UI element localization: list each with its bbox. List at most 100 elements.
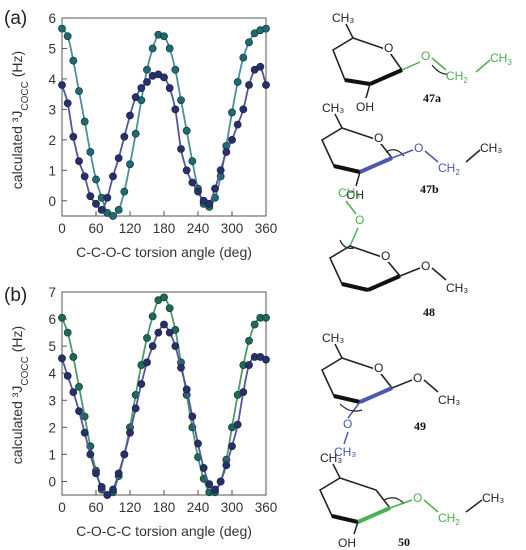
panel-a-series-1-point <box>211 184 219 193</box>
panel-a-xtick-label: 300 <box>221 221 244 236</box>
panel-a-series-1-point <box>262 81 270 89</box>
panel-b-x-axis: 0 60 120 180 240 300 360 <box>58 490 277 515</box>
ch2-label-47b: CH2 <box>438 161 460 177</box>
panel-a-series-1-point <box>75 157 83 166</box>
highlight-bond-50 <box>357 506 391 524</box>
panel-a-series-0-point <box>160 32 168 41</box>
panel-a-series-0-point <box>92 175 100 184</box>
panel-b-xtick-label: 360 <box>255 500 278 515</box>
panel-b-y-axis: 0 1 2 3 4 5 6 7 <box>48 285 67 489</box>
panel-b-xtick-label: 60 <box>88 500 103 515</box>
ether-bond-49 <box>391 379 413 389</box>
panel-b-ytick-label: 3 <box>48 393 56 408</box>
top-o-label-48: O <box>355 213 364 227</box>
panel-a-xtick-label: 360 <box>255 221 278 236</box>
panel-b-series-1-point <box>63 372 72 380</box>
panel-a-series-1-point <box>205 199 214 208</box>
panel-a-ytick-label: 0 <box>48 194 56 209</box>
panel-b-series-1-point <box>92 469 100 478</box>
ch3-label-47b: CH₃ <box>480 141 502 155</box>
ch2-ch3-bond-47b <box>465 149 481 163</box>
molecule-49: CH₃ O O CH₃ O CH₃ 49 <box>320 331 460 459</box>
panel-b-xtick-label: 300 <box>221 500 244 515</box>
panel-b-xtick-label: 120 <box>119 500 142 515</box>
panel-a-series-0-point <box>245 38 253 47</box>
oh-bond-47b <box>355 171 361 187</box>
compound-id-50: 50 <box>398 535 410 549</box>
panel-b-series-1-point <box>148 342 157 351</box>
panel-a-series-1-point <box>194 187 202 196</box>
panel-a-series-0-point <box>86 148 95 156</box>
panel-a-series-0-point <box>188 157 197 166</box>
panel-a-series-1-point <box>92 199 100 208</box>
panel-b-series-1-point <box>211 485 219 494</box>
panel-b-xtick-label: 240 <box>187 500 210 515</box>
panel-a-series-0-point <box>143 65 151 74</box>
panel-b-ytick-label: 2 <box>48 420 56 435</box>
panel-a-xtick-label: 180 <box>153 221 176 236</box>
compound-id-47b: 47b <box>420 182 439 196</box>
ch2-label-50: CH2 <box>438 511 460 527</box>
highlight-bond-47b <box>359 156 393 174</box>
panel-b-ylabel: calculated ³JCOCC (Hz) <box>9 326 31 464</box>
panel-b-series-1-point <box>199 464 208 472</box>
panel-b-series-1-point <box>188 412 197 421</box>
panel-a-xtick-label: 60 <box>88 221 103 236</box>
panel-a-series-1-point <box>188 178 197 187</box>
end-ch3-label-49: CH₃ <box>438 393 460 407</box>
panel-b-xtick-label: 0 <box>58 500 66 515</box>
panel-a-ylabel: calculated ³JCOCC (Hz) <box>9 51 31 189</box>
methyl-bond-47a <box>345 23 354 39</box>
sub-bond1-49 <box>347 401 361 419</box>
panel-b-series-0-point <box>250 320 259 329</box>
molecule-47b: CH₃ O OH O CH2 CH₃ 47b <box>320 101 502 202</box>
compound-id-48: 48 <box>423 305 435 319</box>
panel-b-series-1-point <box>182 385 191 394</box>
highlight-bond-49 <box>359 386 393 404</box>
ring-front-bond2-48 <box>367 274 401 292</box>
panel-a-series-0-point <box>228 108 236 117</box>
panel-b-ytick-label: 6 <box>48 312 56 327</box>
oh-label-47b: OH <box>346 188 364 202</box>
ring-o-bg-49 <box>373 362 383 374</box>
panel-a-series-1-point <box>69 132 78 141</box>
panel-b-series-0-point <box>245 336 253 345</box>
ring-o-label-49: O <box>374 361 383 375</box>
panel-a-series-1-point <box>126 111 134 120</box>
panel-a-series-1-point <box>165 84 174 92</box>
panel-a-series <box>58 24 270 220</box>
panel-a-label: (a) <box>4 8 27 29</box>
panel-b-series-1-point <box>69 388 78 397</box>
panel-a-x-axis: 0 60 120 180 240 300 360 <box>58 211 277 236</box>
panel-a-series-1-point <box>216 166 225 175</box>
panel-a-series-1-point <box>86 192 95 201</box>
ring-front-bond-47a <box>344 78 371 86</box>
panel-a-series-1-point <box>143 78 151 86</box>
ring-front-bond-48 <box>341 282 369 292</box>
panel-a-series-0-point <box>262 24 270 33</box>
panel-a-xtick-label: 240 <box>187 221 210 236</box>
ring-o-bg-48 <box>380 250 390 262</box>
panel-b-series-0-point <box>69 353 78 361</box>
panel-a-series-1-point <box>233 120 242 129</box>
panel-a-plot-frame <box>61 17 267 217</box>
panel-a-ytick-label: 2 <box>48 133 56 148</box>
panel-a-series-1-point <box>182 166 191 175</box>
panel-b-series-1-point <box>75 407 83 415</box>
panel-a-series-1-point <box>120 132 129 141</box>
sub-ch3-label-49: CH₃ <box>334 445 356 459</box>
panel-a-series-1-point <box>63 99 72 108</box>
methyl-bond-50 <box>332 463 341 479</box>
panel-a-series-1-point <box>256 62 265 71</box>
panel-b-ytick-label: 5 <box>48 339 56 354</box>
rotation-arrow-47a <box>431 64 449 75</box>
panel-a-series-0-point <box>233 78 242 86</box>
methyl-label-49: CH₃ <box>322 331 344 345</box>
panel-a-series-0-point <box>80 117 89 126</box>
ether-o-label-47a: O <box>421 49 430 63</box>
panel-a-series-0-point <box>131 129 140 138</box>
methyl-label-50: CH₃ <box>320 451 342 465</box>
panel-b-series-1-point <box>165 328 174 337</box>
panel-a-series-0-point <box>120 187 129 196</box>
ch2-label-47a: CH2 <box>446 69 468 85</box>
